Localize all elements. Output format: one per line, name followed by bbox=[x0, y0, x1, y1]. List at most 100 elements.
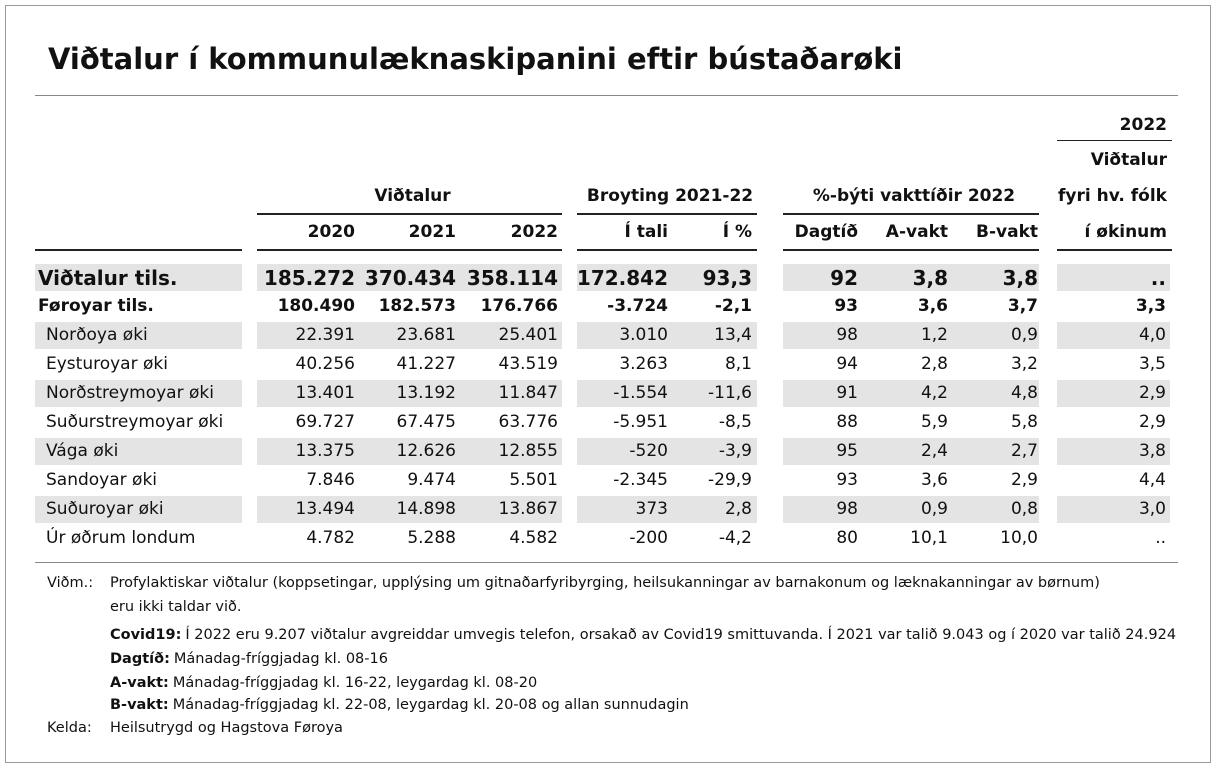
definition: A-vakt: Mánadag-fríggjadag kl. 16-22, ley… bbox=[110, 676, 537, 691]
frame bbox=[5, 5, 1211, 763]
row-label: Viðtalur tils. bbox=[38, 266, 178, 290]
cell: -4,2 bbox=[718, 528, 752, 548]
row-shade bbox=[783, 496, 1039, 523]
cell: 12.855 bbox=[498, 441, 558, 461]
row-label: Eysturoyar øki bbox=[46, 354, 168, 374]
cell: 98 bbox=[836, 499, 858, 519]
row-shade bbox=[1057, 438, 1170, 465]
cell: 5,9 bbox=[920, 412, 948, 432]
cell: -200 bbox=[629, 528, 668, 548]
row-shade bbox=[783, 380, 1039, 407]
rule bbox=[577, 249, 757, 251]
definition-text: Mánadag-fríggjadag kl. 08-16 bbox=[173, 651, 388, 667]
column-header: Í % bbox=[722, 222, 752, 242]
definition-text: Í 2022 eru 9.207 viðtalur avgreiddar umv… bbox=[185, 627, 1177, 643]
definition: Dagtíð: Mánadag-fríggjadag kl. 08-16 bbox=[110, 652, 388, 667]
row-shade bbox=[783, 438, 1039, 465]
row-shade bbox=[577, 322, 757, 349]
cell: 0,9 bbox=[1010, 325, 1038, 345]
cell: 3,5 bbox=[1138, 354, 1166, 374]
row-shade bbox=[1057, 380, 1170, 407]
cell: 3,7 bbox=[1007, 296, 1038, 316]
row-shade bbox=[257, 438, 562, 465]
definition: B-vakt: Mánadag-fríggjadag kl. 22-08, ley… bbox=[110, 698, 689, 713]
cell: 185.272 bbox=[263, 266, 355, 290]
cell: 12.626 bbox=[396, 441, 456, 461]
group-header: %-býti vakttíðir 2022 bbox=[812, 186, 1016, 206]
rule bbox=[577, 213, 757, 215]
rule bbox=[35, 95, 1178, 96]
cell: 95 bbox=[836, 441, 858, 461]
cell: 3,0 bbox=[1138, 499, 1166, 519]
row-shade bbox=[35, 322, 242, 349]
cell: 93 bbox=[834, 296, 858, 316]
cell: 93 bbox=[836, 470, 858, 490]
cell: 92 bbox=[830, 266, 858, 290]
row-label: Suðuroyar øki bbox=[46, 499, 164, 519]
cell: 91 bbox=[836, 383, 858, 403]
cell: 13.401 bbox=[295, 383, 355, 403]
rule bbox=[783, 213, 1039, 215]
cell: -3.724 bbox=[607, 296, 668, 316]
cell: -2.345 bbox=[613, 470, 668, 490]
header-year: 2022 bbox=[1119, 115, 1167, 135]
row-shade bbox=[35, 496, 242, 523]
row-shade bbox=[577, 438, 757, 465]
cell: 2,8 bbox=[920, 354, 948, 374]
cell: 8,1 bbox=[724, 354, 752, 374]
row-shade bbox=[783, 322, 1039, 349]
row-shade bbox=[577, 496, 757, 523]
cell: 13.867 bbox=[498, 499, 558, 519]
cell: 7.846 bbox=[306, 470, 355, 490]
cell: 14.898 bbox=[396, 499, 456, 519]
row-shade bbox=[577, 264, 757, 291]
cell: 94 bbox=[836, 354, 858, 374]
rule bbox=[783, 249, 1039, 251]
cell: 23.681 bbox=[396, 325, 456, 345]
definition: Covid19: Í 2022 eru 9.207 viðtalur avgrei… bbox=[110, 628, 1176, 643]
cell: 2,9 bbox=[1138, 383, 1166, 403]
cell: 67.475 bbox=[396, 412, 456, 432]
rule bbox=[35, 562, 1178, 563]
row-label: Suðurstreymoyar øki bbox=[46, 412, 224, 432]
cell: 2,9 bbox=[1138, 412, 1166, 432]
column-header: 2021 bbox=[408, 222, 456, 242]
cell: 2,4 bbox=[920, 441, 948, 461]
cell: 3,8 bbox=[1138, 441, 1166, 461]
cell: 3,2 bbox=[1010, 354, 1038, 374]
rule bbox=[257, 213, 562, 215]
cell: 0,8 bbox=[1010, 499, 1038, 519]
cell: 80 bbox=[836, 528, 858, 548]
header-text: Viðtalur bbox=[1090, 150, 1167, 170]
cell: 5,8 bbox=[1010, 412, 1038, 432]
cell: 3,8 bbox=[912, 266, 948, 290]
row-label: Norðstreymoyar øki bbox=[46, 383, 214, 403]
cell: 2,9 bbox=[1010, 470, 1038, 490]
cell: 98 bbox=[836, 325, 858, 345]
column-header: B-vakt bbox=[976, 222, 1038, 242]
title: Viðtalur í kommunulæknaskipanini eftir b… bbox=[48, 42, 903, 76]
cell: -520 bbox=[629, 441, 668, 461]
definition-text: Mánadag-fríggjadag kl. 16-22, leygardag … bbox=[172, 675, 538, 691]
cell: 4.582 bbox=[509, 528, 558, 548]
cell: 182.573 bbox=[378, 296, 456, 316]
cell: 13,4 bbox=[714, 325, 752, 345]
row-shade bbox=[1057, 264, 1170, 291]
cell: 3,3 bbox=[1135, 296, 1166, 316]
cell: 13.192 bbox=[396, 383, 456, 403]
cell: 1,2 bbox=[920, 325, 948, 345]
cell: -1.554 bbox=[613, 383, 668, 403]
column-header: 2020 bbox=[307, 222, 355, 242]
cell: 373 bbox=[635, 499, 668, 519]
cell: 88 bbox=[836, 412, 858, 432]
source: Heilsutrygd og Hagstova Føroya bbox=[110, 720, 343, 736]
cell: 0,9 bbox=[920, 499, 948, 519]
cell: 3,6 bbox=[917, 296, 948, 316]
note-text: Profylaktiskar viðtalur (koppsetingar, u… bbox=[110, 575, 1100, 591]
cell: 63.776 bbox=[498, 412, 558, 432]
cell: 2,8 bbox=[724, 499, 752, 519]
cell: 43.519 bbox=[498, 354, 558, 374]
cell: 5.501 bbox=[509, 470, 558, 490]
cell: 2,7 bbox=[1010, 441, 1038, 461]
